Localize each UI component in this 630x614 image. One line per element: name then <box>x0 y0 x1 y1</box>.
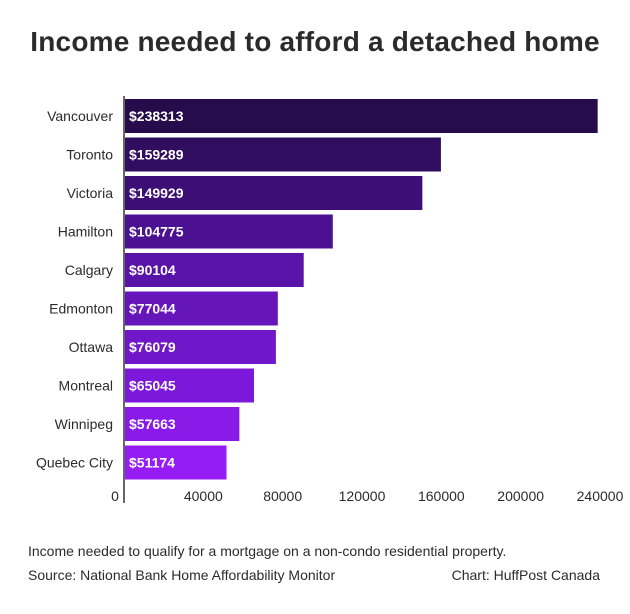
bar-3 <box>125 176 423 210</box>
category-label: Ottawa <box>69 339 114 355</box>
x-tick-label: 80000 <box>263 488 302 504</box>
x-tick-label: 200000 <box>497 488 544 504</box>
chart-credit: Chart: HuffPost Canada <box>451 567 600 583</box>
bar-4 <box>125 214 333 249</box>
data-label: $104775 <box>129 224 184 240</box>
x-tick-label: 120000 <box>339 488 386 504</box>
data-label: $57663 <box>129 416 176 432</box>
x-tick-label: 0 <box>111 488 119 504</box>
bar-10 <box>125 445 227 480</box>
data-label: $159289 <box>129 147 184 163</box>
bar-1 <box>125 99 598 133</box>
bar-5 <box>125 253 304 287</box>
category-label: Toronto <box>66 147 113 163</box>
category-label: Calgary <box>65 262 113 278</box>
category-label: Hamilton <box>58 224 113 240</box>
x-tick-label: 40000 <box>184 488 223 504</box>
chart-title: Income needed to afford a detached home <box>30 26 600 57</box>
x-tick-label: 160000 <box>418 488 465 504</box>
bar-6 <box>125 291 278 326</box>
bar-7 <box>125 330 276 364</box>
category-label: Vancouver <box>47 108 113 124</box>
data-label: $76079 <box>129 339 176 355</box>
data-label: $65045 <box>129 378 176 394</box>
x-tick-label: 240000 <box>577 488 624 504</box>
data-label: $51174 <box>129 455 175 471</box>
chart-note: Income needed to qualify for a mortgage … <box>28 543 507 559</box>
category-label: Quebec City <box>36 455 113 471</box>
category-label: Montreal <box>59 378 113 394</box>
category-label: Victoria <box>67 185 114 201</box>
data-label: $90104 <box>129 262 176 278</box>
data-label: $238313 <box>129 108 184 124</box>
bar-9 <box>125 407 240 441</box>
bar-8 <box>125 368 255 403</box>
category-label: Edmonton <box>49 301 113 317</box>
bar-2 <box>125 137 441 172</box>
category-label: Winnipeg <box>55 416 113 432</box>
data-label: $149929 <box>129 185 184 201</box>
chart-source: Source: National Bank Home Affordability… <box>28 567 336 583</box>
data-label: $77044 <box>129 301 176 317</box>
